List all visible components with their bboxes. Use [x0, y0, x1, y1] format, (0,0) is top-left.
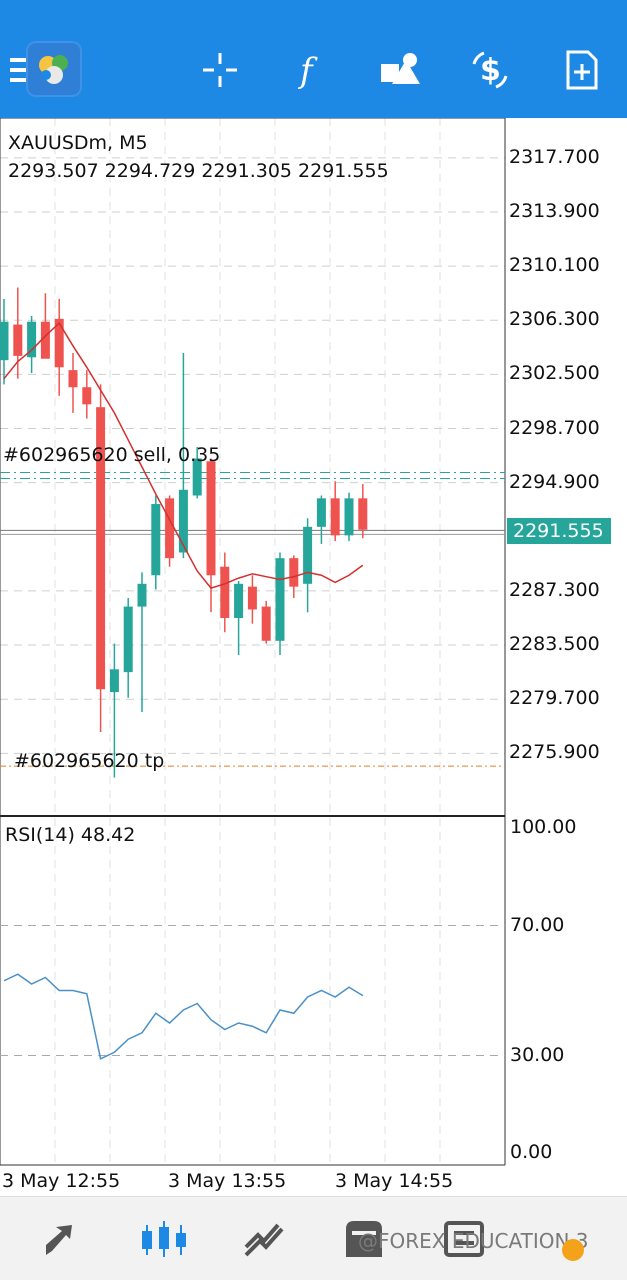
price-tick-label: 2294.900 [509, 470, 600, 493]
candle-body [68, 370, 78, 388]
candle-body [137, 583, 147, 607]
price-tick-label: 2275.900 [509, 741, 600, 764]
ohlc-low: 2291.305 [201, 160, 293, 182]
svg-text:$: $ [480, 53, 501, 88]
candle-body [165, 498, 175, 559]
rsi-tick-label: 30.00 [510, 1043, 565, 1066]
crosshair-icon[interactable] [190, 40, 250, 100]
rsi-tick-label: 100.00 [510, 816, 577, 838]
watermark-badge-icon [562, 1239, 584, 1261]
svg-text:f: f [297, 51, 318, 90]
chart-canvas[interactable] [0, 118, 627, 1196]
candle-body [13, 324, 23, 356]
price-tick-label: 2317.700 [509, 145, 600, 168]
objects-icon[interactable] [370, 40, 430, 100]
time-tick-label: 3 May 13:55 [168, 1170, 287, 1192]
candle-body [123, 606, 133, 673]
candle-body [234, 583, 244, 618]
ohlc-values: 2293.507 2294.729 2291.305 2291.555 [8, 160, 395, 182]
history-tab[interactable] [340, 1215, 388, 1263]
price-tick-label: 2310.100 [509, 254, 600, 277]
current-price-badge: 2291.555 [507, 518, 611, 544]
ohlc-high: 2294.729 [104, 160, 196, 182]
candle-body [358, 498, 368, 530]
moving-average-line [3, 321, 364, 589]
chart-tab[interactable] [140, 1215, 188, 1263]
ohlc-open: 2293.507 [8, 160, 99, 182]
candle-body [151, 504, 161, 576]
symbol-label: XAUUSDm, M5 [8, 132, 148, 154]
tp-label[interactable]: #602965620 tp [14, 750, 165, 772]
candle-body [247, 586, 257, 610]
candle-body [0, 321, 9, 361]
price-tick-label: 2313.900 [509, 200, 600, 223]
trade-tab[interactable] [240, 1215, 288, 1263]
order-label[interactable]: #602965620 sell, 0.35 [3, 444, 221, 466]
quotes-tab[interactable] [40, 1215, 88, 1263]
menu-icon[interactable] [0, 40, 46, 100]
candle-body [192, 458, 202, 496]
rsi-tick-label: 70.00 [510, 913, 565, 936]
rsi-tick-label: 0.00 [510, 1141, 553, 1163]
candle-body [54, 318, 64, 368]
price-tick-label: 2302.500 [509, 362, 600, 385]
rsi-line [3, 973, 364, 1060]
candle-body [275, 558, 285, 641]
candle-body [303, 526, 313, 584]
trade-icon[interactable]: $ [460, 40, 520, 100]
chart-area[interactable]: XAUUSDm, M5 2293.507 2294.729 2291.305 2291… [0, 118, 627, 1196]
price-tick-label: 2287.300 [509, 578, 600, 601]
time-tick-label: 3 May 12:55 [2, 1170, 121, 1192]
price-tick-label: 2279.700 [509, 687, 600, 710]
messages-tab[interactable] [440, 1215, 488, 1263]
candle-body [344, 498, 354, 536]
bottom-nav: @FOREX EDUCATION 3 [0, 1196, 627, 1280]
top-toolbar: f $ [0, 0, 627, 118]
price-tick-label: 2298.700 [509, 416, 600, 439]
candle-body [82, 387, 92, 405]
candle-body [289, 558, 299, 587]
candle-body [220, 566, 230, 618]
new-order-icon[interactable] [552, 40, 612, 100]
candle-body [316, 498, 326, 527]
candle-body [261, 606, 271, 641]
price-tick-label: 2283.500 [509, 633, 600, 656]
candle-body [40, 321, 50, 359]
candle-body [206, 461, 216, 576]
time-tick-label: 3 May 14:55 [335, 1170, 454, 1192]
price-tick-label: 2306.300 [509, 308, 600, 331]
app-logo[interactable] [26, 41, 82, 97]
rsi-label: RSI(14) 48.42 [5, 824, 136, 846]
candle-body [178, 489, 188, 553]
watermark: @FOREX EDUCATION 3 [358, 1229, 589, 1253]
candle-body [109, 669, 119, 693]
candle-body [96, 407, 106, 690]
candle-body [330, 498, 340, 536]
indicators-icon[interactable]: f [280, 40, 340, 100]
candle-body [27, 321, 37, 358]
ohlc-close: 2291.555 [298, 160, 389, 182]
